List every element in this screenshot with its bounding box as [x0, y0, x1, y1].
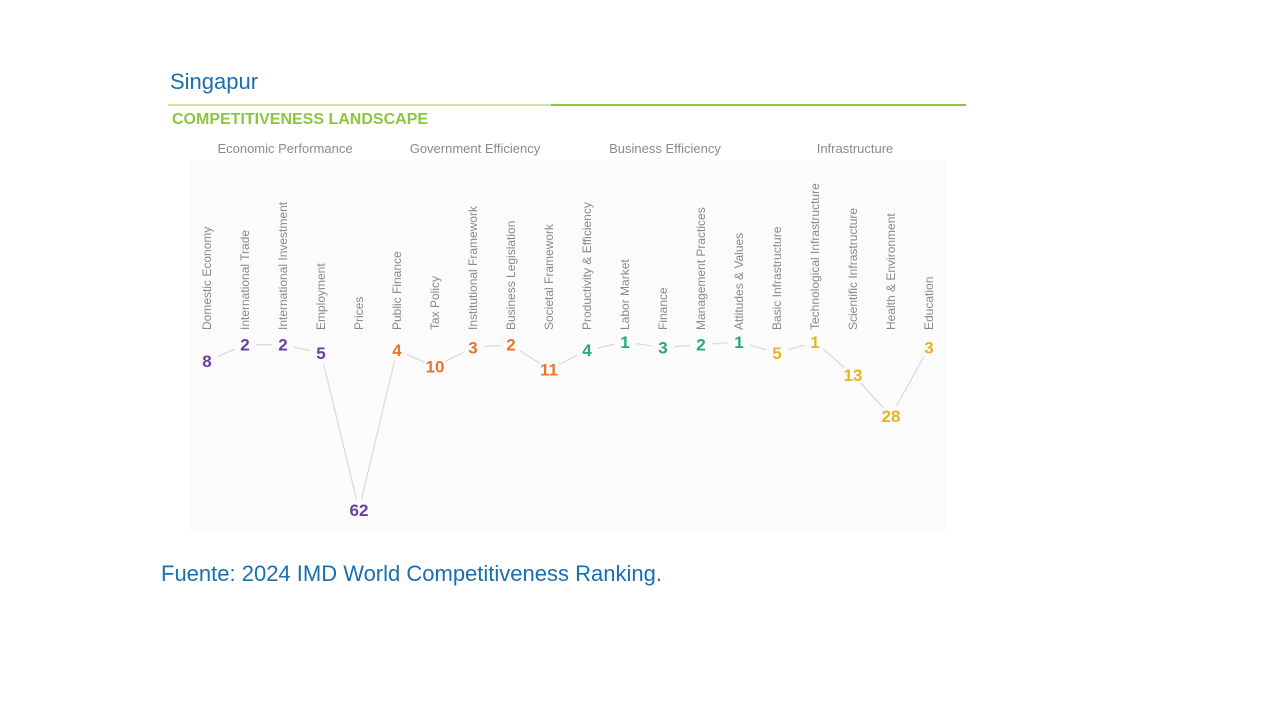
rank-value: 13: [844, 366, 863, 385]
group-header: Economic Performance: [217, 141, 352, 156]
factor-label: Employment: [314, 263, 328, 330]
factor-label: Health & Environment: [884, 213, 898, 330]
connector-line: [483, 344, 501, 348]
factor-label: Public Finance: [390, 251, 404, 330]
rank-value: 3: [468, 338, 477, 357]
rank-value: 3: [924, 338, 933, 357]
factor-label: Productivity & Efficiency: [580, 202, 594, 330]
factor-label: Finance: [656, 287, 670, 330]
factor-label: Tax Policy: [428, 276, 442, 330]
connector-line: [444, 351, 464, 363]
factor-label: International Investment: [276, 201, 290, 330]
factor-label: Societal Framework: [542, 223, 556, 330]
factor-label: Labor Market: [618, 259, 632, 330]
factor-label: Scientific Infrastructure: [846, 208, 860, 330]
rank-value: 5: [772, 344, 781, 363]
connector-line: [711, 342, 729, 345]
factor-label: Domestic Economy: [200, 227, 214, 330]
connector-line: [323, 363, 357, 500]
connector-line: [293, 346, 311, 352]
rank-value: 2: [696, 336, 705, 355]
connector-line: [216, 348, 236, 358]
factor-label: Technological Infrastructure: [808, 183, 822, 330]
rank-value: 2: [278, 336, 287, 355]
rank-value: 1: [620, 333, 629, 352]
connector-line: [749, 344, 767, 351]
rank-value: 1: [734, 333, 743, 352]
rank-value: 2: [506, 336, 515, 355]
group-header: Infrastructure: [817, 141, 894, 156]
factor-label: Attitudes & Values: [732, 233, 746, 330]
factor-label: Institutional Framework: [466, 205, 480, 330]
rank-value: 8: [202, 352, 211, 371]
connector-line: [673, 344, 691, 348]
connector-line: [558, 354, 578, 365]
rank-value: 28: [882, 407, 901, 426]
section-title: COMPETITIVENESS LANDSCAPE: [172, 111, 429, 128]
rank-value: 1: [810, 333, 819, 352]
rank-value: 11: [540, 360, 558, 379]
factor-label: Business Legislation: [504, 221, 518, 330]
rank-value: 2: [240, 336, 249, 355]
title-divider: [168, 104, 966, 106]
chart-background: [190, 160, 946, 530]
factor-label: Management Practices: [694, 207, 708, 330]
connector-line: [787, 344, 805, 351]
connector-line: [860, 382, 884, 409]
rank-value: 62: [350, 501, 369, 520]
factor-label: Prices: [352, 297, 366, 330]
connector-line: [635, 342, 653, 347]
connector-line: [406, 354, 426, 363]
factor-label: Education: [922, 277, 936, 330]
connector-line: [895, 356, 925, 407]
factor-label: Basic Infrastructure: [770, 226, 784, 330]
rank-value: 10: [426, 358, 445, 377]
connector-line: [597, 343, 615, 349]
rank-value: 4: [392, 341, 402, 360]
connector-line: [519, 350, 541, 364]
rank-value: 3: [658, 338, 667, 357]
connector-line: [822, 348, 846, 369]
group-header: Business Efficiency: [609, 141, 721, 156]
group-header: Government Efficiency: [410, 141, 541, 156]
connector-line: [360, 360, 396, 500]
rank-value: 5: [316, 344, 325, 363]
factor-label: International Trade: [238, 230, 252, 330]
rank-value: 4: [582, 341, 592, 360]
country-title: Singapur: [170, 69, 259, 94]
source-note: Fuente: 2024 IMD World Competitiveness R…: [161, 561, 662, 586]
